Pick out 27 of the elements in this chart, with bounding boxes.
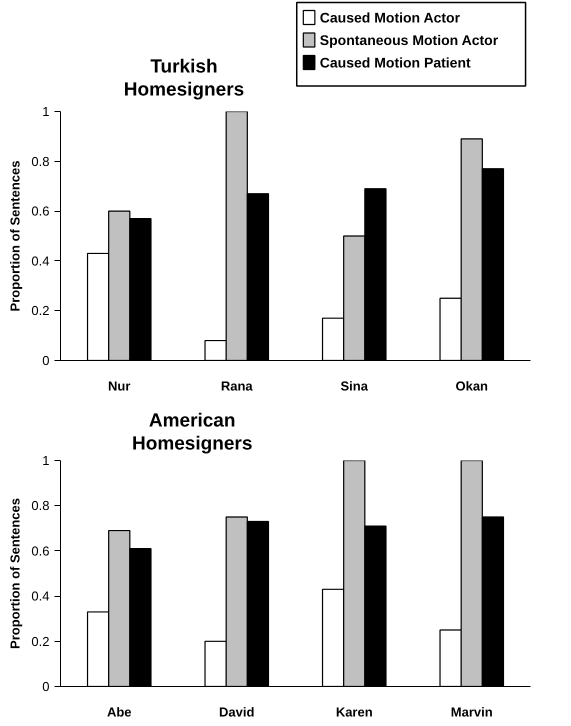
y-tick-label: 0: [42, 353, 50, 368]
x-tick-label: Marvin: [450, 704, 493, 720]
x-tick-label: Karen: [336, 704, 373, 720]
y-tick-label: 0.8: [31, 498, 50, 514]
legend-label: Caused Motion Patient: [320, 54, 472, 70]
y-tick-label: 0.2: [31, 303, 50, 318]
y-tick-label: 0.4: [31, 253, 50, 268]
y-tick-label: 1: [42, 453, 50, 468]
x-tick-label: Nur: [108, 378, 130, 394]
chart-title: American Homesigners: [132, 410, 252, 455]
chart-title: Turkish Homesigners: [124, 56, 244, 101]
x-tick-label: David: [219, 704, 255, 720]
y-axis-title: Proportion of Sentences: [7, 160, 22, 312]
y-tick-label: 0.8: [31, 154, 50, 169]
x-tick-label: Abe: [106, 704, 132, 720]
y-tick-label: 1: [42, 104, 50, 119]
x-tick-label: Okan: [455, 378, 488, 394]
y-tick-label: 0.6: [31, 204, 50, 219]
legend-label: Caused Motion Actor: [320, 10, 461, 26]
y-tick-label: 0.4: [31, 588, 50, 604]
y-tick-label: 0.2: [31, 634, 50, 649]
y-axis-title: Proportion of Sentences: [7, 498, 22, 649]
legend-label: Spontaneous Motion Actor: [320, 32, 499, 48]
x-tick-label: Sina: [340, 378, 369, 394]
x-tick-label: Rana: [220, 378, 254, 394]
y-tick-label: 0: [42, 679, 50, 694]
y-tick-label: 0.6: [31, 543, 50, 558]
